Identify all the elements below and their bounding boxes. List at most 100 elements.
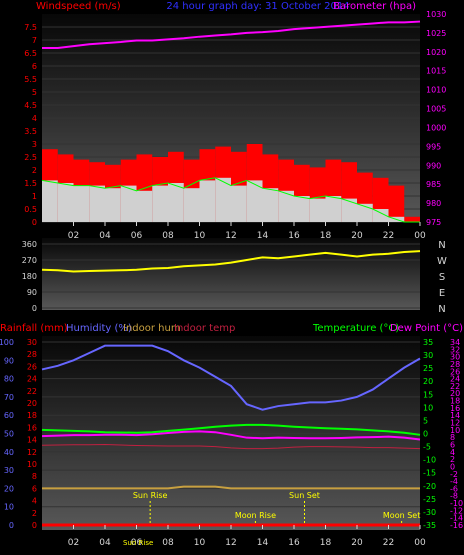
- rain-tick-label: 2: [32, 509, 37, 518]
- dew-axis-title: Dew Point (°C): [390, 323, 463, 334]
- humidity-tick-label: 60: [4, 411, 14, 420]
- humidity-tick-label: 50: [4, 430, 14, 439]
- compass-letter: N: [438, 304, 445, 315]
- humidity-tick-label: 10: [4, 503, 14, 512]
- rain-tick-label: 10: [27, 460, 37, 469]
- baro-axis-title: Barometer (hpa): [333, 1, 416, 12]
- wind-tick-label: 4.5: [24, 101, 37, 110]
- wind-tick-label: 2.5: [24, 153, 37, 162]
- humidity-tick-label: 0: [9, 521, 14, 530]
- x-tick-label: 16: [288, 538, 300, 548]
- rain-tick-label: 24: [27, 375, 37, 384]
- baro-tick-label: 985: [426, 180, 441, 189]
- indoor-hum-title: Indoor hum: [123, 323, 181, 334]
- avg-bar: [309, 198, 326, 222]
- winddir-grid: [42, 243, 420, 309]
- avg-bar: [199, 180, 216, 222]
- temp-tick-label: 35: [423, 338, 433, 347]
- baro-tick-label: 995: [426, 142, 441, 151]
- compass-letter: E: [439, 288, 445, 299]
- temp-tick-label: -35: [423, 521, 436, 530]
- wind-tick-label: 5: [32, 88, 37, 97]
- x-tick-label: 02: [68, 231, 79, 241]
- dir-tick-label: 0: [32, 304, 37, 313]
- avg-bar: [105, 188, 121, 222]
- compass-letter: W: [437, 256, 447, 267]
- x-tick-label: 04: [99, 231, 111, 241]
- temp-tick-label: 10: [423, 403, 433, 412]
- indoor-humidity-line: [42, 485, 420, 490]
- avg-bar: [372, 209, 389, 222]
- avg-bar: [294, 196, 310, 222]
- rain-tick-label: 22: [27, 387, 37, 396]
- dew-tick-label: 28: [450, 360, 460, 369]
- wind-tick-label: 2: [32, 166, 37, 175]
- rain-tick-label: 26: [27, 362, 37, 371]
- winddir-plot-area: [42, 238, 420, 310]
- wind-axis-title: Windspeed (m/s): [36, 1, 121, 12]
- gust-bar: [404, 216, 420, 222]
- x-tick-label: 20: [351, 231, 363, 241]
- indoor-temp-title: Indoor temp: [174, 323, 235, 334]
- dew-tick-label: 10: [450, 426, 460, 435]
- avg-bar: [73, 185, 90, 222]
- humidity-tick-label: 80: [4, 375, 14, 384]
- dew-tick-label: 34: [450, 338, 460, 347]
- dir-tick-label: 360: [22, 240, 37, 249]
- humidity-tick-label: 100: [0, 338, 14, 347]
- rain-tick-label: 16: [27, 423, 37, 432]
- baro-axis-ticks: 975 980 985 990 995 1000 1005 1010 1015 1020 1025 1…: [426, 10, 446, 227]
- baro-tick-label: 1015: [426, 67, 446, 76]
- dew-tick-label: 6: [450, 440, 455, 449]
- dew-tick-label: -12: [450, 506, 463, 515]
- dewpoint-line: [41, 430, 421, 441]
- avg-bar: [325, 196, 342, 222]
- x-tick-label: 20: [351, 538, 363, 548]
- rain-tick-label: 30: [27, 338, 37, 347]
- avg-bar: [278, 190, 294, 222]
- avg-bar: [57, 183, 74, 222]
- dew-tick-label: 20: [450, 389, 460, 398]
- baro-tick-label: 1010: [426, 86, 446, 95]
- event-label: Moon Set: [383, 511, 420, 520]
- wind-tick-label: 7.5: [24, 23, 37, 32]
- x-tick-label: 06: [131, 538, 143, 548]
- compass-letter: N: [438, 240, 445, 251]
- compass-letter: S: [439, 272, 445, 283]
- wind-axis-ticks: 0 0.5 1 1.5 2 2.5 3 3.5 4 4.5 5 5.5 6 6.5 7 7.5: [24, 23, 37, 227]
- avg-bar: [136, 190, 153, 222]
- humidity-tick-label: 30: [4, 466, 14, 475]
- dir-tick-label: 270: [22, 256, 37, 265]
- x-tick-label: 04: [99, 538, 111, 548]
- wind-tick-label: 7: [32, 36, 37, 45]
- dew-tick-label: 30: [450, 353, 460, 362]
- dew-tick-label: -2: [450, 470, 458, 479]
- dew-tick-label: 2: [450, 455, 455, 464]
- temperature-line: [41, 423, 421, 436]
- barometer-line: [42, 20, 421, 50]
- dew-tick-label: -8: [450, 492, 458, 501]
- wind-tick-label: 5.5: [24, 75, 37, 84]
- x-tick-label: 02: [68, 538, 79, 548]
- gust-bar: [388, 185, 405, 222]
- wind-tick-label: 0: [32, 218, 37, 227]
- wind-tick-label: 6: [32, 62, 37, 71]
- dew-tick-label: 32: [450, 345, 460, 354]
- wind-tick-label: 0.5: [24, 205, 37, 214]
- wind-tick-label: 3.5: [24, 127, 37, 136]
- avg-bar: [231, 185, 247, 222]
- avg-bar: [120, 185, 137, 222]
- dew-tick-label: 14: [450, 411, 460, 420]
- rain-tick-label: 8: [32, 472, 37, 481]
- dew-tick-label: 4: [450, 448, 455, 457]
- dew-tick-label: 16: [450, 404, 460, 413]
- rain-axis-title: Rainfall (mm): [0, 323, 68, 334]
- indoor-temp-line: [41, 443, 421, 450]
- temp-tick-label: 5: [423, 416, 428, 425]
- baro-tick-label: 980: [426, 199, 441, 208]
- bottom-sunrise-label: Sun Rise: [123, 539, 153, 547]
- x-tick-label: 08: [162, 231, 174, 241]
- rain-tick-label: 18: [27, 411, 37, 420]
- dir-tick-label: 180: [22, 272, 37, 281]
